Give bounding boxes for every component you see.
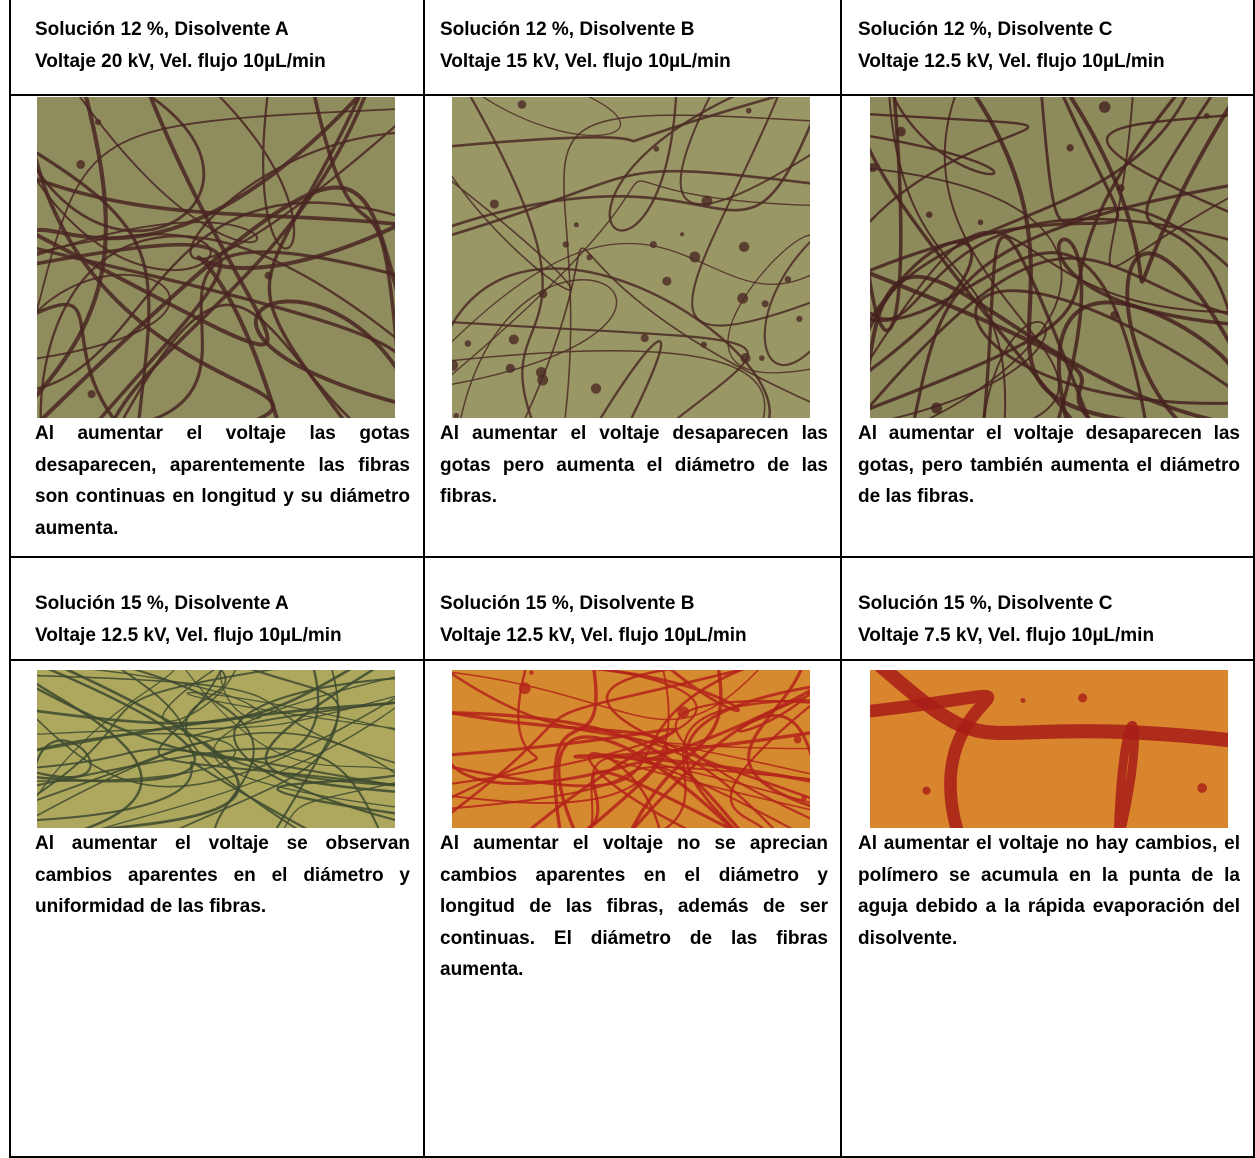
cell-subheading: Voltaje 7.5 kV, Vel. flujo 10µL/min [858, 620, 1154, 652]
cell-heading: Solución 12 %, Disolvente C [858, 14, 1112, 46]
cell-heading: Solución 12 %, Disolvente B [440, 14, 694, 46]
micrograph [37, 97, 395, 418]
cell-caption: Al aumentar el voltaje las gotas desapar… [35, 418, 410, 544]
micrograph [870, 97, 1228, 418]
cell-caption: Al aumentar el voltaje no hay cambios, e… [858, 828, 1240, 954]
border [840, 0, 842, 1158]
cell-subheading: Voltaje 12.5 kV, Vel. flujo 10µL/min [858, 46, 1165, 78]
cell-heading: Solución 15 %, Disolvente A [35, 588, 289, 620]
cell-heading: Solución 15 %, Disolvente B [440, 588, 694, 620]
micrograph [37, 670, 395, 828]
border [423, 0, 425, 1158]
page: Solución 12 %, Disolvente AVoltaje 20 kV… [0, 0, 1255, 1158]
cell-subheading: Voltaje 12.5 kV, Vel. flujo 10µL/min [440, 620, 747, 652]
cell-caption: Al aumentar el voltaje desaparecen las g… [858, 418, 1240, 513]
cell-heading: Solución 15 %, Disolvente C [858, 588, 1112, 620]
cell-heading: Solución 12 %, Disolvente A [35, 14, 289, 46]
border [10, 659, 1254, 661]
cell-subheading: Voltaje 12.5 kV, Vel. flujo 10µL/min [35, 620, 342, 652]
border [10, 556, 1254, 558]
cell-caption: Al aumentar el voltaje no se aprecian ca… [440, 828, 828, 986]
micrograph [870, 670, 1228, 828]
cell-caption: Al aumentar el voltaje se observan cambi… [35, 828, 410, 923]
cell-subheading: Voltaje 20 kV, Vel. flujo 10µL/min [35, 46, 326, 78]
border [10, 94, 1254, 96]
micrograph [452, 670, 810, 828]
cell-subheading: Voltaje 15 kV, Vel. flujo 10µL/min [440, 46, 731, 78]
cell-caption: Al aumentar el voltaje desaparecen las g… [440, 418, 828, 513]
micrograph [452, 97, 810, 418]
border [9, 0, 11, 1158]
